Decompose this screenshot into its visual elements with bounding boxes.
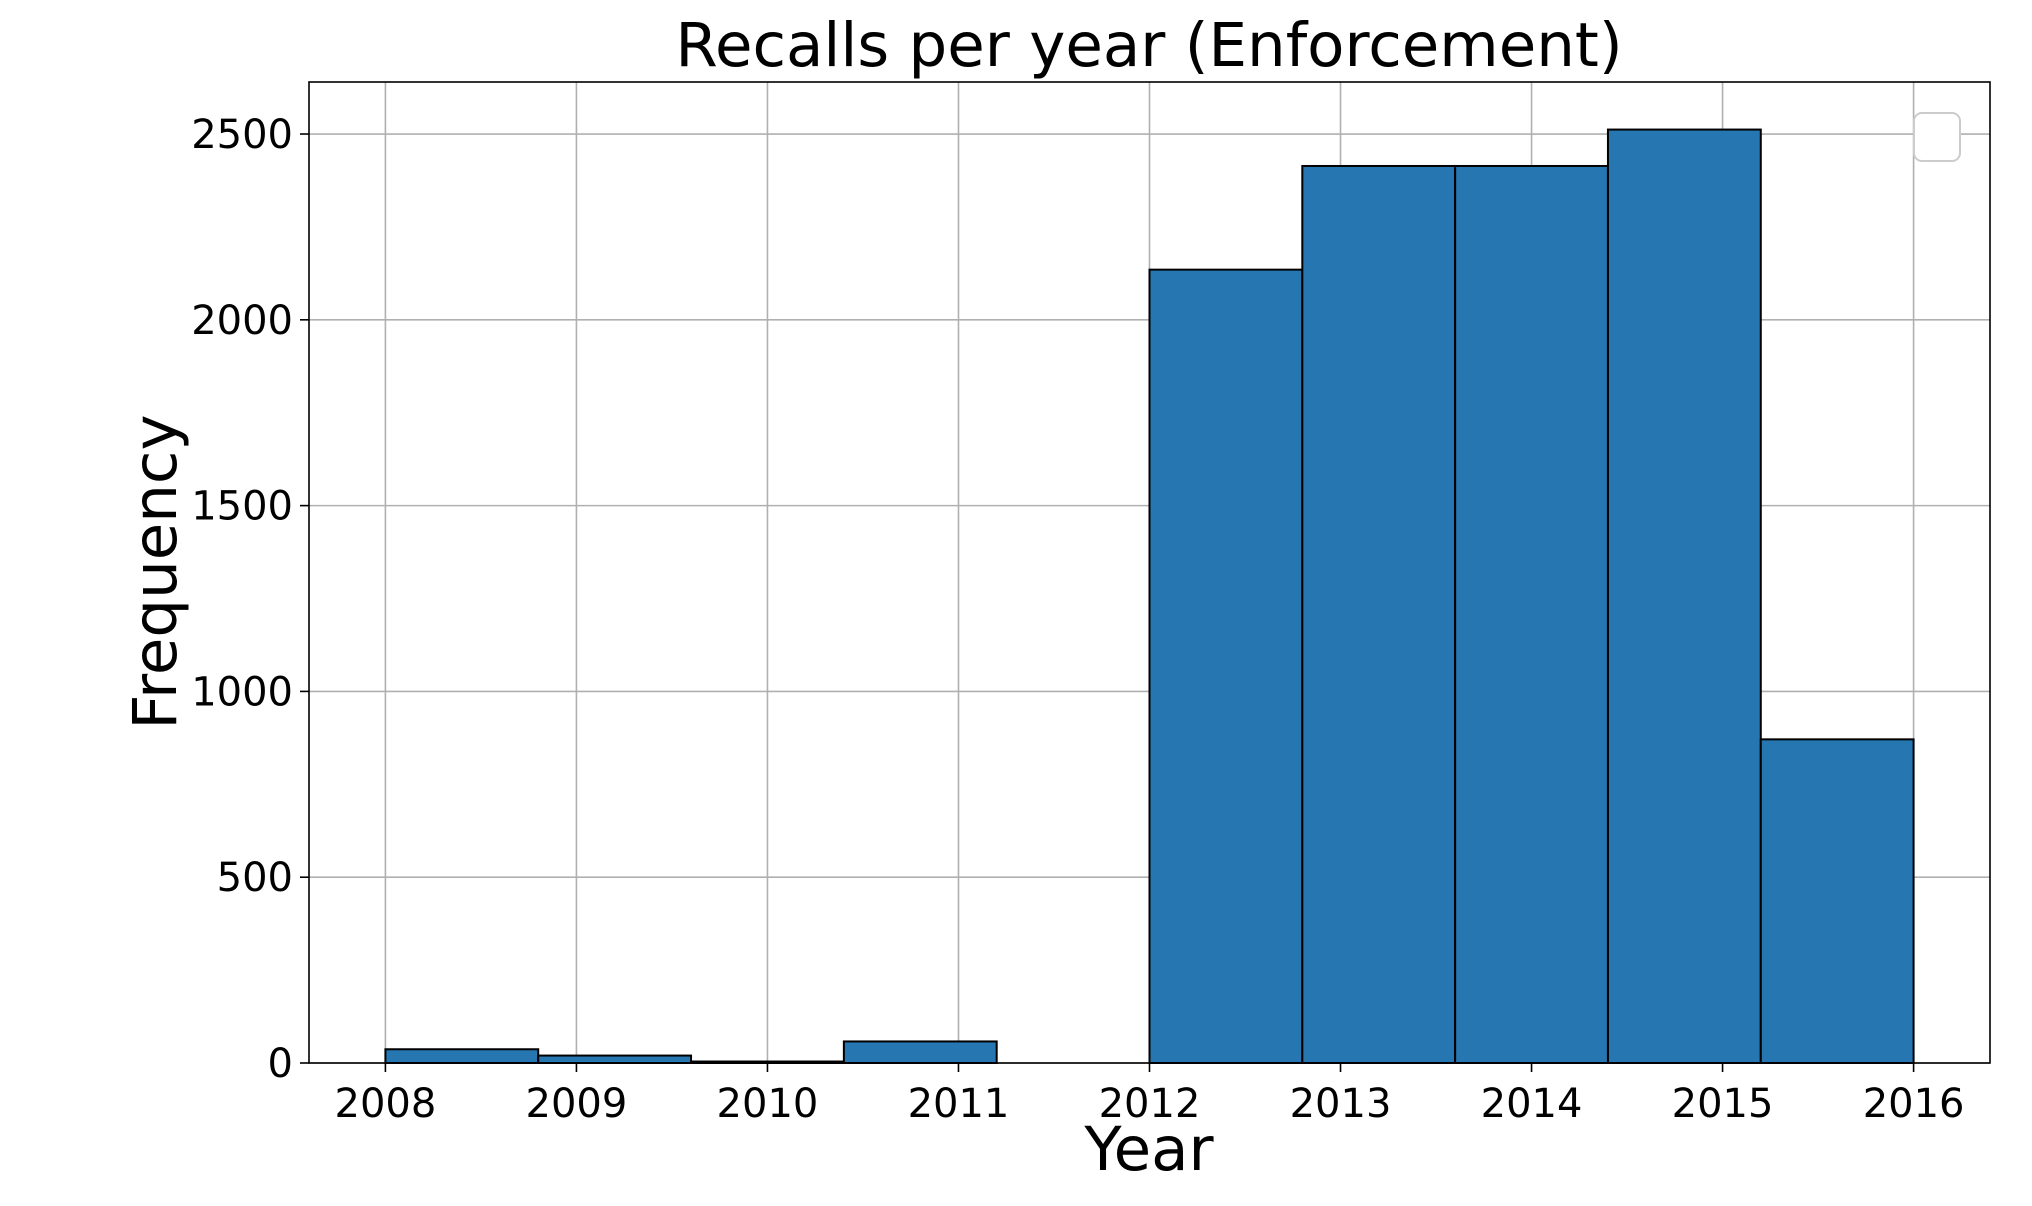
x-tick-label: 2009 [526, 1081, 628, 1127]
histogram-bar [1301, 164, 1457, 1064]
chart-title: Recalls per year (Enforcement) [675, 10, 1622, 81]
x-axis-label: Year [1083, 1114, 1214, 1185]
y-tick-label: 500 [217, 855, 293, 901]
y-tick-label: 0 [268, 1041, 293, 1087]
x-tick-label: 2016 [1863, 1081, 1965, 1127]
histogram-bar [1759, 738, 1915, 1064]
histogram-bar [1454, 164, 1609, 1064]
y-tick-label: 2500 [191, 112, 293, 158]
x-tick-label: 2013 [1290, 1081, 1392, 1127]
tick-labels: 2008 2009 2010 2011 2012 2013 2014 2015 2016 0 500… [191, 112, 1964, 1127]
histogram-bar [1606, 128, 1762, 1064]
x-tick-label: 2008 [335, 1081, 437, 1127]
histogram-bar [842, 1040, 998, 1065]
y-tick-label: 1500 [191, 484, 293, 530]
x-tick-label: 2012 [1099, 1081, 1201, 1127]
y-tick-label: 1000 [191, 669, 293, 715]
histogram-bar [384, 1048, 540, 1064]
axis-ticks [300, 133, 1915, 1072]
y-axis-label: Frequency [120, 414, 191, 729]
x-tick-label: 2015 [1672, 1081, 1774, 1127]
y-tick-label: 2000 [191, 298, 293, 344]
histogram-bar [1148, 268, 1304, 1065]
x-tick-label: 2011 [908, 1081, 1010, 1127]
legend-box [1913, 112, 1961, 162]
x-tick-label: 2014 [1481, 1081, 1583, 1127]
histogram-bars [384, 128, 1915, 1065]
x-tick-label: 2010 [717, 1081, 819, 1127]
histogram-bar [537, 1054, 693, 1065]
